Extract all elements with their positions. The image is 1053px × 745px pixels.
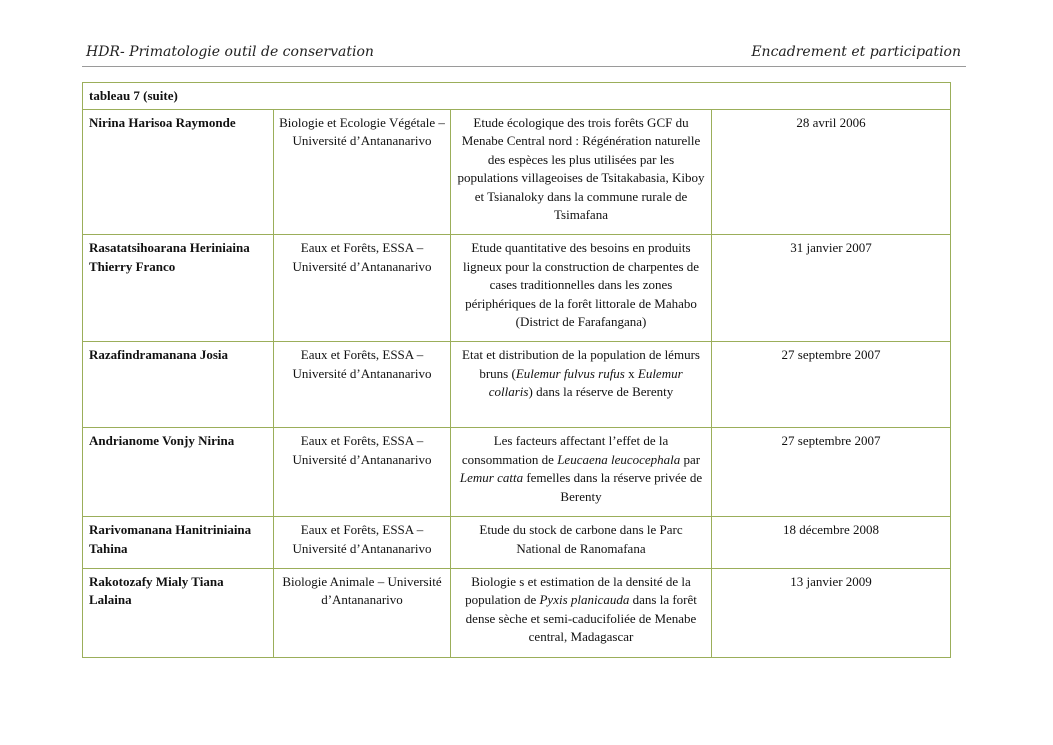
institution: Eaux et Forêts, ESSA – Université d’Anta… xyxy=(273,341,451,429)
header-divider xyxy=(82,66,966,67)
institution: Eaux et Forêts, ESSA – Université d’Anta… xyxy=(273,234,451,343)
institution: Eaux et Forêts, ESSA – Université d’Anta… xyxy=(273,516,451,569)
defense-date: 13 janvier 2009 xyxy=(711,567,951,658)
thesis-title: Etude du stock de carbone dans le Parc N… xyxy=(450,516,712,569)
table-row: Rarivomanana Hanitriniaina Tahina Eaux et… xyxy=(82,516,951,569)
student-name: Andrianome Vonjy Nirina xyxy=(82,427,274,518)
running-header-section: Encadrement et participation xyxy=(751,44,961,60)
defense-date: 18 décembre 2008 xyxy=(711,516,951,569)
species-name: Lemur catta xyxy=(459,470,524,486)
institution: Eaux et Forêts, ESSA – Université d’Anta… xyxy=(273,427,451,518)
supervision-table: tableau 7 (suite) Nirina Harisoa Raymond… xyxy=(82,82,951,658)
thesis-title: Etude quantitative des besoins en produi… xyxy=(450,234,712,343)
title-text: dans la forêt dense sèche et semi-caduci… xyxy=(465,592,697,645)
table-row: Nirina Harisoa Raymonde Biologie et Ecolo… xyxy=(82,108,951,236)
defense-date: 27 septembre 2007 xyxy=(711,341,951,429)
title-text: Les facteurs affectant l’effet de la con… xyxy=(461,433,669,467)
title-text: Etude du stock de carbone dans le Parc N… xyxy=(479,522,683,556)
table-caption: tableau 7 (suite) xyxy=(82,82,951,110)
species-name: Eulemur fulvus rufus xyxy=(515,365,625,381)
running-header-title: HDR- Primatologie outil de conservation xyxy=(86,44,374,60)
title-text: Biologie s et estimation de la densité d… xyxy=(465,573,691,608)
title-text: ) dans la réserve de Berenty xyxy=(528,384,674,400)
species-name: Eulemur collaris xyxy=(488,365,683,400)
defense-date: 28 avril 2006 xyxy=(711,108,951,236)
table-row: Rasatatsihoarana Heriniaina Thierry Fran… xyxy=(82,234,951,343)
thesis-title: Les facteurs affectant l’effet de la con… xyxy=(450,427,712,518)
thesis-title: Biologie s et estimation de la densité d… xyxy=(450,567,712,658)
student-name: Rakotozafy Mialy Tiana Lalaina xyxy=(82,567,274,658)
table-row: Razafindramanana Josia Eaux et Forêts, ES… xyxy=(82,341,951,429)
title-text: x xyxy=(624,365,638,381)
title-text: femelles dans la réserve privée de Beren… xyxy=(523,470,703,504)
institution: Biologie Animale – Université d’Antanana… xyxy=(273,567,451,658)
student-name: Rasatatsihoarana Heriniaina Thierry Fran… xyxy=(82,234,274,343)
thesis-title: Etat et distribution de la population de… xyxy=(450,341,712,429)
student-name: Nirina Harisoa Raymonde xyxy=(82,108,274,236)
title-text: Etude quantitative des besoins en produi… xyxy=(462,240,700,330)
table-row: Rakotozafy Mialy Tiana Lalaina Biologie A… xyxy=(82,567,951,658)
defense-date: 27 septembre 2007 xyxy=(711,427,951,518)
title-text: Etat et distribution de la population de… xyxy=(462,347,700,381)
student-name: Rarivomanana Hanitriniaina Tahina xyxy=(82,516,274,569)
species-name: Pyxis planicauda xyxy=(539,592,630,608)
title-text: par xyxy=(680,451,701,467)
defense-date: 31 janvier 2007 xyxy=(711,234,951,343)
thesis-title: Etude écologique des trois forêts GCF du… xyxy=(450,108,712,236)
institution: Biologie et Ecologie Végétale – Universi… xyxy=(273,108,451,236)
table-caption-row: tableau 7 (suite) xyxy=(82,82,951,110)
species-name: Leucaena leucocephala xyxy=(557,451,681,467)
table-row: Andrianome Vonjy Nirina Eaux et Forêts, E… xyxy=(82,427,951,518)
student-name: Razafindramanana Josia xyxy=(82,341,274,429)
title-text: Etude écologique des trois forêts GCF du… xyxy=(457,115,705,223)
